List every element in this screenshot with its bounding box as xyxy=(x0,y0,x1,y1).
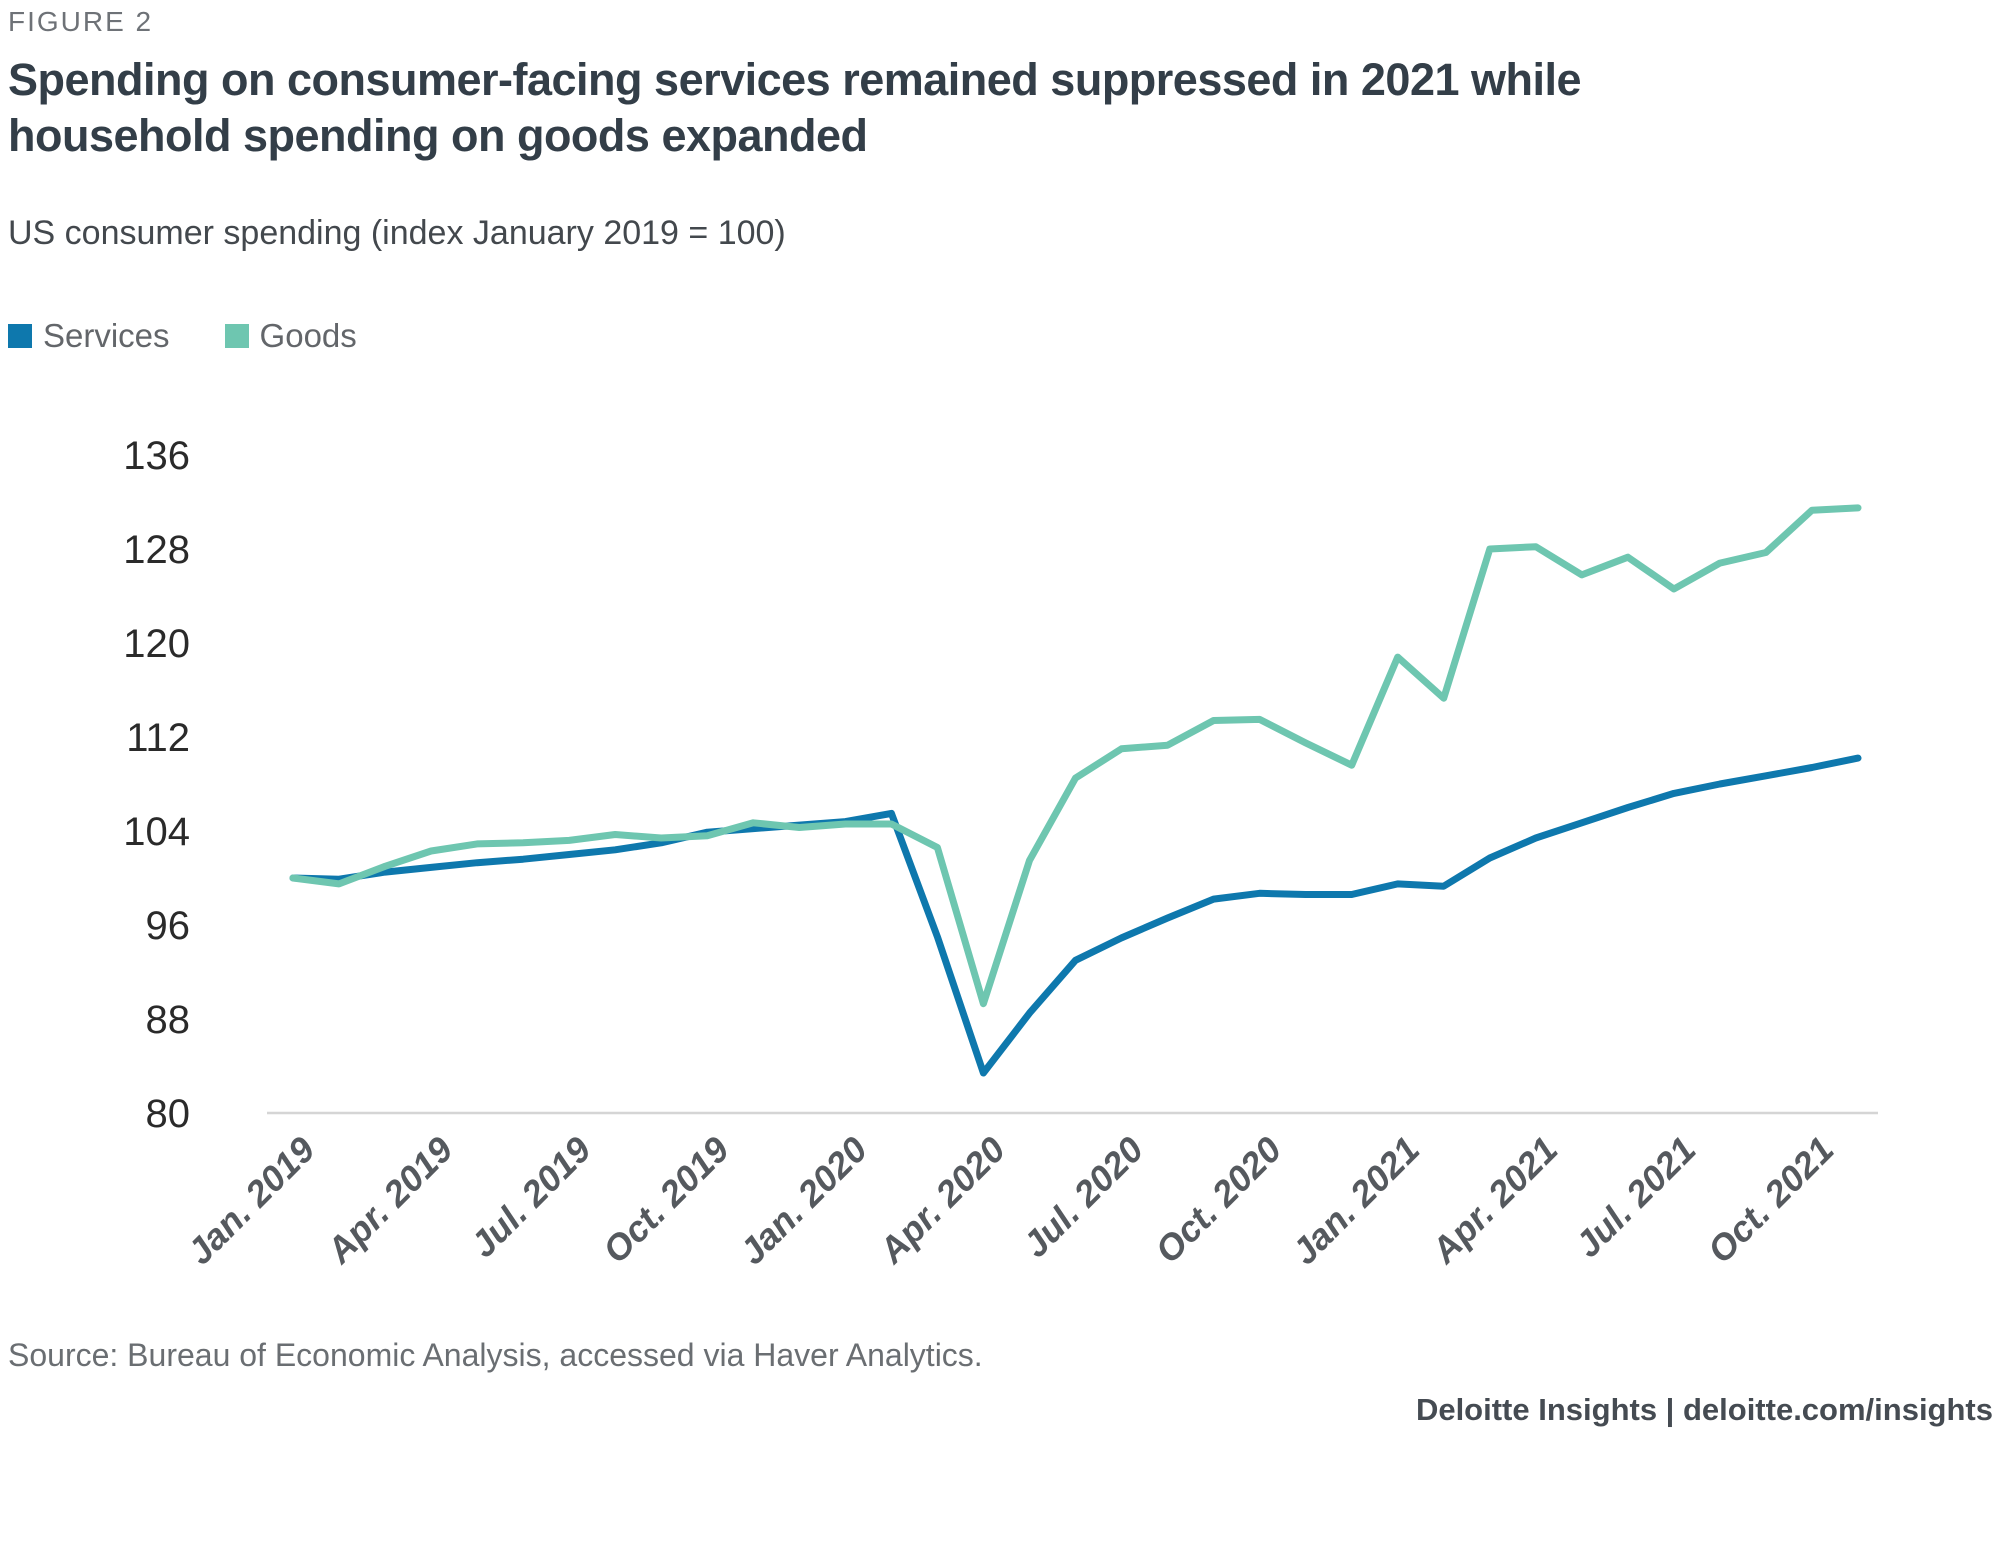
x-axis-tick-label: Apr. 2021 xyxy=(1423,1129,1566,1272)
x-axis-tick-label: Jul. 2020 xyxy=(1015,1129,1152,1266)
series-line-services xyxy=(289,754,1862,1077)
legend-label-services: Services xyxy=(43,317,170,354)
chart-legend: Services Goods xyxy=(8,317,412,355)
goods-legend-swatch-icon xyxy=(224,324,249,348)
y-axis-tick-label: 104 xyxy=(123,810,190,854)
source-note: Source: Bureau of Economic Analysis, acc… xyxy=(8,1337,983,1373)
series-line-goods xyxy=(289,504,1862,1008)
x-axis-tick-label: Jul. 2019 xyxy=(462,1129,599,1266)
x-axis-tick-label: Oct. 2019 xyxy=(595,1129,737,1271)
y-axis-tick-label: 120 xyxy=(123,622,190,666)
x-axis-tick-label: Jul. 2021 xyxy=(1567,1129,1704,1266)
legend-item-services: Services xyxy=(8,317,170,355)
x-axis-tick-label: Apr. 2019 xyxy=(318,1129,461,1272)
y-axis-tick-label: 96 xyxy=(146,904,191,948)
services-legend-swatch-icon xyxy=(8,324,32,348)
x-axis-tick-label: Jan. 2021 xyxy=(1284,1129,1428,1273)
y-axis-tick-label: 112 xyxy=(126,716,190,760)
y-axis-tick-label: 80 xyxy=(146,1092,191,1136)
y-axis-tick-label: 128 xyxy=(123,528,190,572)
chart-subtitle: US consumer spending (index January 2019… xyxy=(8,214,786,252)
chart-title-line-2: household spending on goods expanded xyxy=(8,110,868,161)
x-axis-tick-label: Apr. 2020 xyxy=(870,1129,1013,1272)
figure-label: FIGURE 2 xyxy=(8,6,154,37)
x-axis-tick-label: Oct. 2021 xyxy=(1699,1129,1841,1271)
x-axis-tick-label: Jan. 2019 xyxy=(179,1129,323,1273)
x-axis-tick-label: Oct. 2020 xyxy=(1147,1129,1289,1271)
chart-title-line-1: Spending on consumer-facing services rem… xyxy=(8,54,1582,105)
legend-label-goods: Goods xyxy=(259,317,357,354)
x-axis-tick-label: Jan. 2020 xyxy=(731,1129,875,1273)
y-axis-tick-label: 136 xyxy=(123,434,190,478)
y-axis-tick-label: 88 xyxy=(146,998,191,1042)
legend-item-goods: Goods xyxy=(224,317,357,355)
chart-title: Spending on consumer-facing services rem… xyxy=(8,52,1582,164)
deloitte-attribution: Deloitte Insights | deloitte.com/insight… xyxy=(1415,1392,1993,1427)
